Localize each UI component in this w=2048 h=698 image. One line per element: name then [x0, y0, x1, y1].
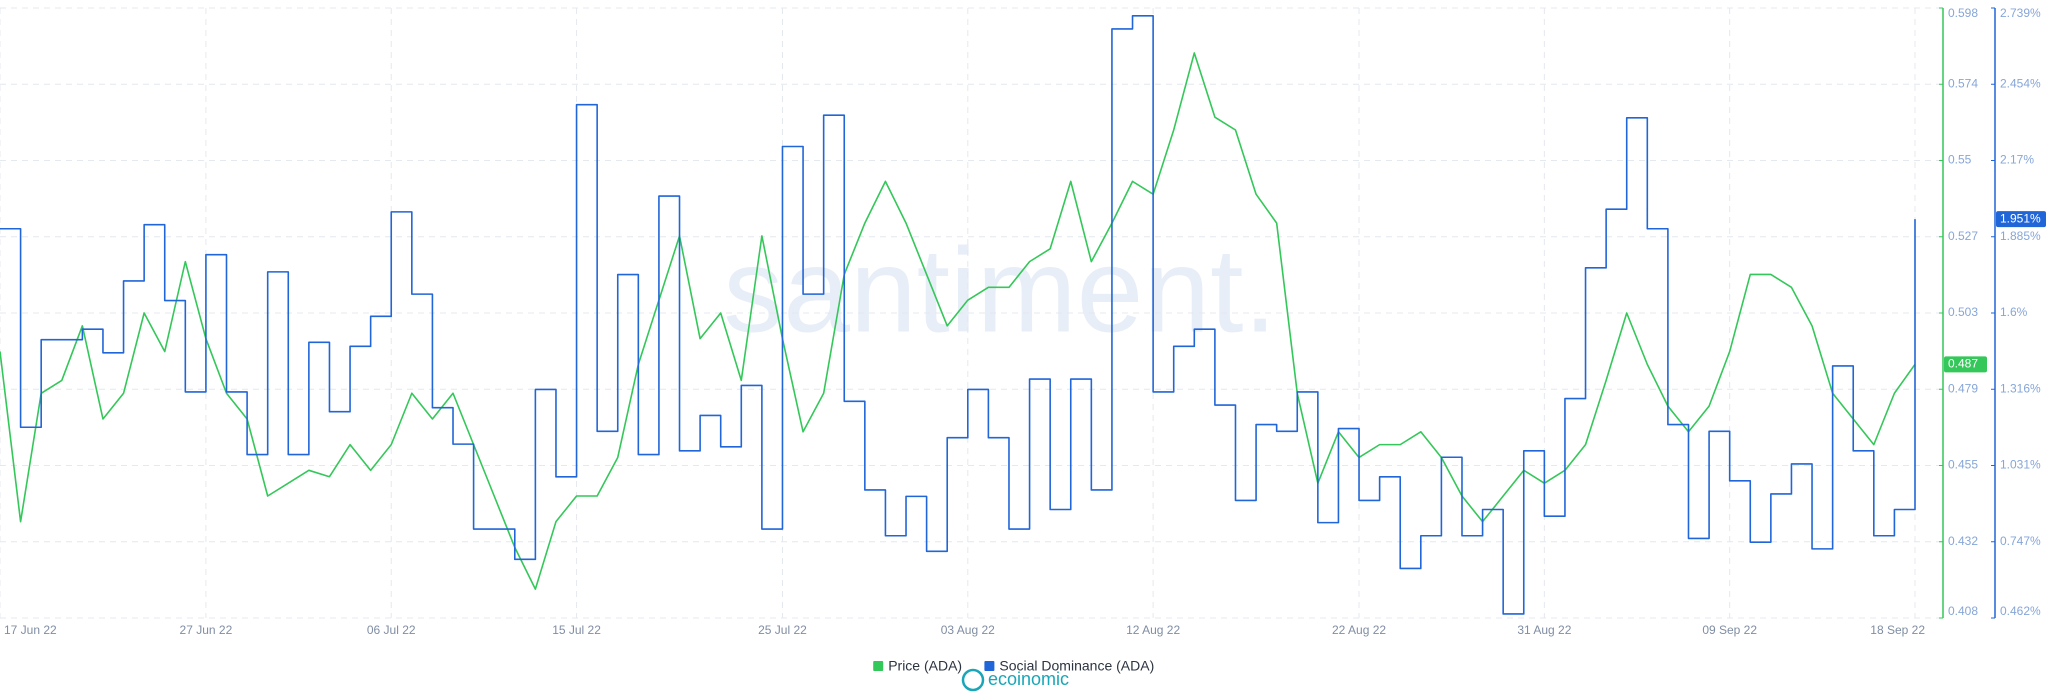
- legend-label: Social Dominance (ADA): [999, 658, 1154, 674]
- last-value-label: 0.487: [1948, 357, 1978, 371]
- last-value-label: 1.951%: [2000, 211, 2041, 225]
- x-tick-label: 06 Jul 22: [367, 623, 416, 637]
- y-tick-label: 0.455: [1948, 458, 1978, 472]
- y-tick-label: 0.55: [1948, 153, 1972, 167]
- legend-item[interactable]: Price (ADA): [873, 658, 962, 674]
- x-tick-label: 15 Jul 22: [552, 623, 601, 637]
- legend-swatch: [984, 661, 995, 671]
- x-tick-label: 03 Aug 22: [941, 623, 995, 637]
- y-tick-label: 0.598: [1948, 6, 1978, 20]
- y-tick-label: 0.408: [1948, 604, 1978, 618]
- y2-tick-label: 1.885%: [2000, 229, 2041, 243]
- x-tick-label: 31 Aug 22: [1517, 623, 1571, 637]
- y2-tick-label: 1.031%: [2000, 458, 2041, 472]
- series-line: [0, 14, 1916, 615]
- legend-label: Price (ADA): [888, 658, 962, 674]
- legend-item[interactable]: Social Dominance (ADA): [984, 658, 1154, 674]
- y2-tick-label: 0.462%: [2000, 604, 2041, 618]
- last-value-badge: [1944, 356, 1987, 373]
- x-tick-label: 27 Jun 22: [180, 623, 233, 637]
- legend-swatch: [873, 661, 884, 671]
- y-tick-label: 0.503: [1948, 305, 1978, 319]
- y2-tick-label: 1.6%: [2000, 305, 2028, 319]
- x-tick-label: 17 Jun 22: [4, 623, 57, 637]
- logo-mark: [961, 668, 985, 692]
- y2-tick-label: 0.747%: [2000, 534, 2041, 548]
- y-tick-label: 0.479: [1948, 381, 1978, 395]
- last-value-badge: [1996, 211, 2046, 228]
- x-tick-label: 25 Jul 22: [758, 623, 807, 637]
- y-tick-label: 0.432: [1948, 534, 1978, 548]
- y2-tick-label: 2.454%: [2000, 76, 2041, 90]
- y-tick-label: 0.574: [1948, 76, 1978, 90]
- x-tick-label: 12 Aug 22: [1126, 623, 1180, 637]
- x-tick-label: 18 Sep 22: [1870, 623, 1925, 637]
- y2-tick-label: 2.739%: [2000, 6, 2041, 20]
- watermark: santiment.: [723, 224, 1277, 358]
- y2-tick-label: 1.316%: [2000, 381, 2041, 395]
- logo-text: ecoinomic: [988, 669, 1069, 689]
- x-tick-label: 22 Aug 22: [1332, 623, 1386, 637]
- series-line: [0, 52, 1916, 590]
- y-tick-label: 0.527: [1948, 229, 1978, 243]
- y2-tick-label: 2.17%: [2000, 153, 2034, 167]
- x-tick-label: 09 Sep 22: [1702, 623, 1757, 637]
